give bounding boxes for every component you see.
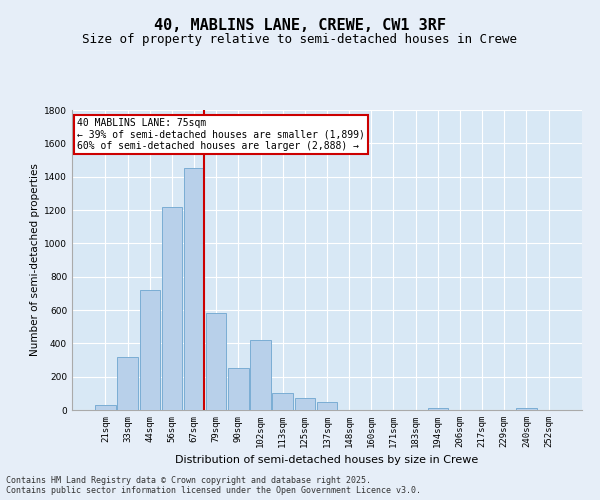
Text: Size of property relative to semi-detached houses in Crewe: Size of property relative to semi-detach… xyxy=(83,32,517,46)
Text: 40 MABLINS LANE: 75sqm
← 39% of semi-detached houses are smaller (1,899)
60% of : 40 MABLINS LANE: 75sqm ← 39% of semi-det… xyxy=(77,118,365,150)
Bar xyxy=(184,168,204,410)
Bar xyxy=(228,368,248,410)
Bar xyxy=(95,405,116,410)
Bar xyxy=(272,394,293,410)
X-axis label: Distribution of semi-detached houses by size in Crewe: Distribution of semi-detached houses by … xyxy=(175,456,479,466)
Bar xyxy=(118,356,138,410)
Bar xyxy=(428,408,448,410)
Y-axis label: Number of semi-detached properties: Number of semi-detached properties xyxy=(30,164,40,356)
Text: Contains HM Land Registry data © Crown copyright and database right 2025.
Contai: Contains HM Land Registry data © Crown c… xyxy=(6,476,421,495)
Bar xyxy=(206,314,226,410)
Bar xyxy=(516,408,536,410)
Bar xyxy=(295,398,315,410)
Bar xyxy=(140,290,160,410)
Bar xyxy=(161,206,182,410)
Text: 40, MABLINS LANE, CREWE, CW1 3RF: 40, MABLINS LANE, CREWE, CW1 3RF xyxy=(154,18,446,32)
Bar xyxy=(250,340,271,410)
Bar xyxy=(317,402,337,410)
